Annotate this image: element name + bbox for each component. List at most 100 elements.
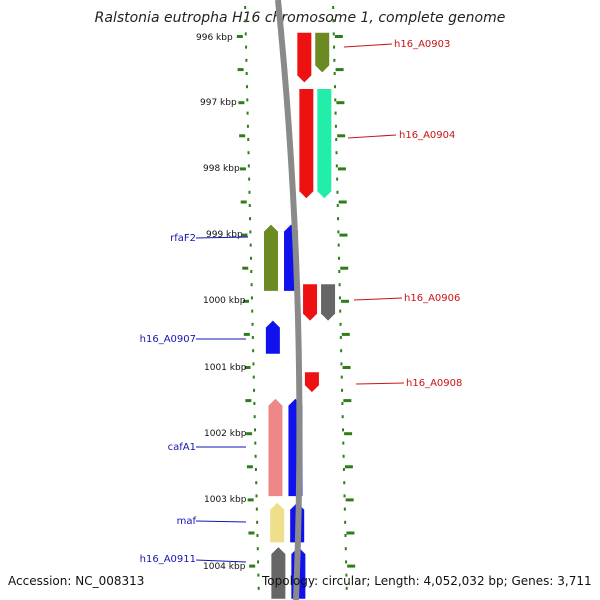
leader-line — [195, 520, 247, 523]
ruler-tick — [345, 498, 354, 502]
ruler-tick — [342, 441, 345, 445]
accession-text: Accession: NC_008313 — [8, 574, 145, 588]
ruler-tick — [247, 151, 250, 155]
ruler-tick — [337, 134, 346, 138]
ruler-tick — [249, 217, 252, 221]
leader-line — [353, 297, 403, 301]
ruler-tick — [336, 101, 345, 105]
ruler-tick — [340, 375, 343, 379]
gene-label-right: h16_A0903 — [394, 39, 450, 50]
ruler-tick — [252, 362, 255, 366]
ruler-tick — [248, 177, 251, 181]
ruler-label: 1001 kbp — [204, 363, 247, 373]
ruler-tick — [247, 164, 250, 168]
ruler-tick — [243, 299, 250, 303]
gene-label-right: h16_A0904 — [399, 130, 455, 141]
gene-label-left: rfaF2 — [170, 233, 196, 244]
ruler-tick — [257, 560, 260, 564]
ruler-tick — [347, 564, 356, 568]
ruler-tick — [245, 399, 252, 403]
ruler-label: 999 kbp — [206, 230, 243, 240]
ruler-tick — [336, 177, 339, 181]
ruler-tick — [253, 388, 256, 392]
gene-arrow — [315, 32, 330, 73]
ruler-tick — [250, 296, 253, 300]
ruler-tick — [248, 531, 255, 535]
ruler-tick — [341, 402, 344, 405]
ruler-tick — [252, 349, 255, 353]
ruler-tick — [256, 520, 259, 524]
ruler-tick — [345, 586, 348, 590]
ruler-tick — [334, 111, 337, 115]
ruler-tick — [247, 138, 250, 141]
ruler-tick — [249, 230, 252, 234]
ruler-tick — [344, 432, 353, 436]
ruler-tick — [339, 309, 342, 313]
ruler-tick — [333, 58, 336, 62]
ruler-tick — [255, 494, 258, 498]
ruler-tick — [332, 19, 335, 23]
gene-label-right: h16_A0908 — [406, 378, 462, 389]
ruler-tick — [251, 322, 254, 326]
gene-arrow — [321, 284, 336, 321]
ruler-tick — [236, 35, 243, 38]
ruler-tick — [341, 332, 350, 336]
gene-arrow — [303, 284, 318, 321]
ruler-tick — [246, 124, 249, 128]
ruler-tick — [337, 256, 340, 260]
ruler-tick — [253, 428, 256, 432]
ruler-tick — [246, 432, 253, 436]
ruler-tick — [239, 134, 246, 138]
ruler-tick — [244, 366, 251, 369]
ruler-tick — [333, 45, 336, 49]
ruler-tick — [243, 332, 250, 336]
ruler-tick — [338, 270, 341, 273]
ruler-tick — [335, 151, 338, 155]
ruler-tick — [245, 85, 248, 89]
ruler-tick — [249, 256, 252, 260]
ruler-tick — [334, 124, 337, 128]
ruler-tick — [343, 507, 346, 511]
gene-label-right: h16_A0906 — [404, 293, 460, 304]
ruler-tick — [341, 428, 344, 432]
ruler-tick — [245, 58, 248, 62]
leader-line — [355, 382, 405, 385]
ruler-tick — [252, 375, 255, 379]
ruler-tick — [246, 98, 249, 102]
ruler-label: 1004 kbp — [203, 562, 246, 572]
leader-line — [195, 236, 249, 239]
ruler-tick — [257, 586, 260, 590]
ruler-tick — [340, 349, 343, 353]
ruler-tick — [341, 299, 350, 303]
ruler-tick — [341, 415, 344, 419]
ruler-tick — [247, 498, 254, 502]
ruler-tick — [249, 564, 256, 568]
ruler-label: 996 kbp — [196, 33, 233, 43]
gene-arrow — [317, 88, 332, 199]
ruler-tick — [343, 399, 352, 403]
ruler-tick — [343, 481, 346, 485]
ruler-tick — [346, 531, 355, 535]
ruler-tick — [344, 520, 347, 524]
ruler-tick — [340, 266, 349, 270]
ruler-tick — [250, 270, 253, 273]
ruler-tick — [246, 465, 253, 469]
gene-label-left: cafA1 — [168, 442, 196, 453]
ruler-tick — [337, 217, 340, 221]
ruler-label: 1000 kbp — [203, 296, 246, 306]
ruler-tick — [244, 32, 247, 36]
map-title: Ralstonia eutropha H16 chromosome 1, com… — [94, 10, 506, 26]
ruler-tick — [249, 243, 252, 247]
ruler-tick — [342, 454, 345, 458]
ruler-tick — [254, 468, 257, 471]
ruler-tick — [335, 138, 338, 141]
ruler-label: 997 kbp — [200, 98, 237, 108]
ruler-tick — [248, 204, 251, 207]
gene-arrow — [270, 502, 285, 543]
ruler-tick — [345, 560, 348, 564]
gene-arrow — [271, 547, 286, 599]
ruler-label: 1003 kbp — [204, 495, 247, 505]
ruler-tick — [245, 45, 248, 49]
ruler-tick — [332, 32, 335, 36]
ruler-tick — [237, 68, 244, 72]
